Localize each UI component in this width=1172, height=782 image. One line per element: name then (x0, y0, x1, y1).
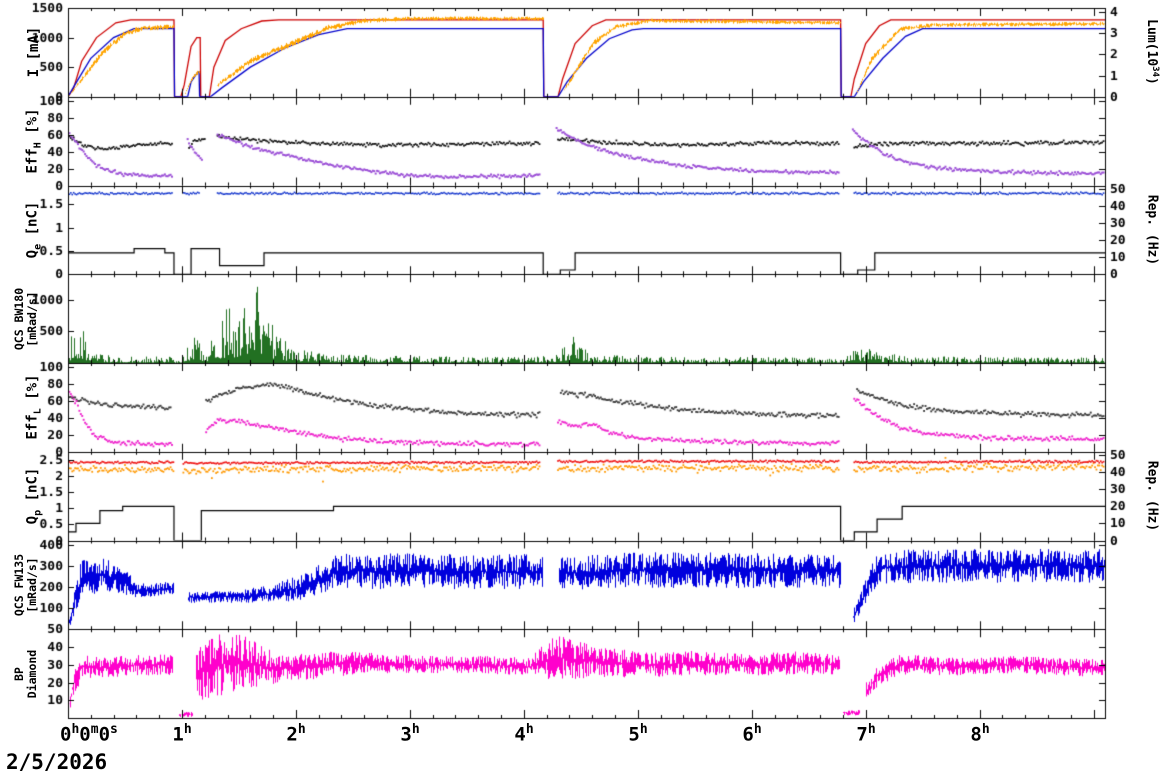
y-axis-title-charge-e: Qe [nC] (25, 202, 44, 259)
tick-value: 6 (742, 723, 754, 746)
label-pre: Q (24, 515, 41, 525)
tick-value: 1 (172, 723, 184, 746)
label-line-2: Diamond (25, 649, 39, 699)
label-sub: L (32, 408, 44, 415)
label-post: [%] (24, 108, 41, 143)
label-post: [nC] (24, 201, 41, 244)
right-axis-title-rep-p: Rep. (Hz) (1144, 460, 1160, 532)
tick-unit: h (639, 722, 648, 737)
tick-unit: h (525, 722, 534, 737)
x-tick-5: 5h (628, 722, 647, 745)
tick-value: 0 (79, 723, 91, 746)
y-axis-title-bp-diamond: BP Diamond (12, 649, 39, 699)
label-post: ) (1143, 76, 1159, 85)
tick-value: 0 (98, 723, 111, 746)
tick-unit: h (867, 722, 876, 737)
tick-unit: h (753, 722, 762, 737)
label-pre: Q (24, 249, 41, 259)
label-sub: p (32, 509, 44, 516)
x-tick-4: 4h (514, 722, 533, 745)
label-sup: 34 (1150, 66, 1161, 77)
tick-unit: h (411, 722, 420, 737)
tick-unit: h (183, 722, 192, 737)
x-tick-2: 2h (286, 722, 305, 745)
label-line-2: [mRad/s] (25, 291, 39, 347)
tick-unit: s (110, 722, 118, 737)
label-pre: Eff (24, 414, 41, 440)
y-axis-title-qcs-bw180: QCS BW180 [mRad/s] (12, 288, 39, 350)
label-post: [nC] (24, 467, 41, 510)
y-axis-title-charge-p: Qp [nC] (25, 468, 44, 525)
tick-value: 5 (628, 723, 640, 746)
x-tick-7: 7h (856, 722, 875, 745)
label-pre: Eff (24, 148, 41, 174)
tick-value: 3 (400, 723, 412, 746)
y-axis-title-current: I [mA] (26, 26, 42, 78)
x-tick-6: 6h (742, 722, 761, 745)
x-tick-8: 8h (970, 722, 989, 745)
x-tick-1: 1h (172, 722, 191, 745)
y-axis-title-eff-h: EffH [%] (25, 108, 44, 173)
y-axis-title-qcs-fw135: QCS FW135 [mRad/s] (12, 554, 39, 616)
tick-unit: h (981, 722, 990, 737)
date-label: 2/5/2026 (6, 750, 108, 774)
label-post: [%] (24, 374, 41, 409)
x-tick-3: 3h (400, 722, 419, 745)
y-axis-title-eff-l: EffL [%] (25, 374, 44, 439)
tick-unit: h (71, 722, 80, 737)
tick-value: 7 (856, 723, 868, 746)
tick-value: 0 (60, 723, 72, 746)
tick-value: 2 (286, 723, 298, 746)
tick-unit: h (297, 722, 306, 737)
label-sub: H (32, 142, 44, 149)
tick-unit: m (90, 722, 99, 737)
label-pre: Lum(10 (1143, 19, 1159, 67)
tick-value: 4 (514, 723, 526, 746)
label-sub: e (32, 243, 44, 250)
right-axis-title-luminosity: Lum(1034) (1144, 19, 1160, 85)
label-line-2: [mRad/s] (25, 557, 39, 613)
right-axis-title-rep-e: Rep. (Hz) (1144, 194, 1160, 266)
x-tick-0: 0h0m0s (60, 722, 118, 745)
tick-value: 8 (970, 723, 982, 746)
